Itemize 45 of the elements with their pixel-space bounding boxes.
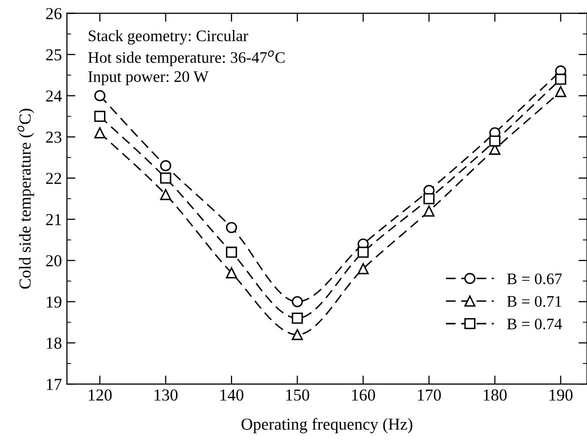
y-tick-label: 22 [46, 172, 62, 184]
y-tick-label: 20 [46, 255, 62, 266]
y-tick-label: 21 [46, 214, 62, 226]
point [226, 222, 238, 234]
legend-label: B = 0.74 [507, 318, 562, 330]
legend-label: B = 0.71 [507, 296, 562, 307]
point [94, 110, 106, 122]
x-tick-label: 170 [418, 389, 441, 401]
point [160, 189, 172, 200]
point [555, 74, 566, 85]
point [358, 263, 369, 274]
x-tick-label: 150 [286, 389, 310, 401]
legend-label: B = 0.67 [507, 273, 562, 284]
x-axis-title: Operating frequency (Hz) [242, 418, 412, 434]
annotation: Hot side temperature: 36-47$^{o}$C [88, 50, 285, 66]
x-tick-label: 130 [154, 389, 178, 401]
point [292, 329, 303, 340]
x-tick-label: 180 [484, 389, 507, 401]
x-tick-label: 160 [352, 389, 376, 401]
point [226, 267, 238, 278]
point [555, 86, 566, 98]
x-tick-label: 140 [220, 389, 244, 401]
point [489, 135, 500, 147]
point [292, 296, 303, 308]
y-tick-label: 26 [46, 8, 62, 20]
point [423, 205, 435, 217]
y-tick-label: 24 [46, 90, 62, 102]
y-tick-label: 23 [46, 132, 62, 143]
y-axis-title: Cold side temperature ($^{o}$C) [18, 108, 34, 289]
point [94, 127, 106, 138]
point [423, 193, 435, 204]
x-tick-label: 120 [88, 389, 112, 401]
annotation: Stack geometry: Circular [88, 30, 248, 45]
x-tick-label: 190 [550, 389, 573, 401]
y-tick-label: 19 [46, 296, 62, 308]
point [160, 160, 172, 172]
point [292, 312, 303, 324]
y-tick-label: 17 [46, 378, 62, 390]
point [226, 246, 238, 258]
y-tick-label: 25 [46, 49, 62, 60]
point [160, 172, 172, 184]
annotation: Input power: 20 W [88, 71, 209, 86]
point [94, 90, 106, 102]
point [358, 246, 369, 258]
y-tick-label: 18 [46, 338, 62, 349]
